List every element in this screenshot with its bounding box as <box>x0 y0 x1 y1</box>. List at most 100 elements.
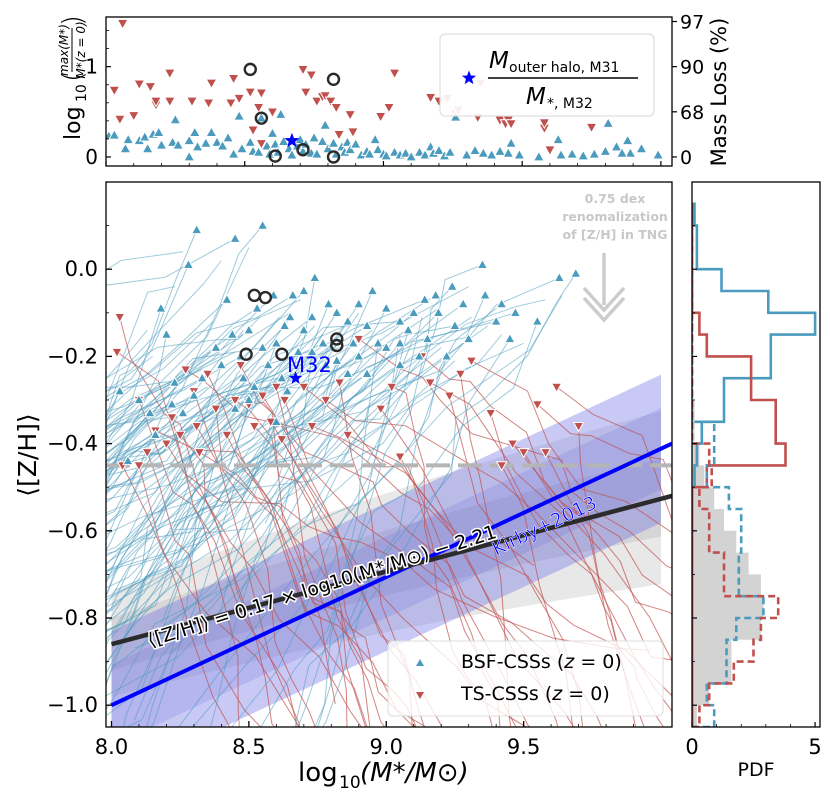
ts-top-point <box>299 87 312 99</box>
bsf-track <box>106 260 222 426</box>
bsf-top-point <box>266 126 279 138</box>
bsf-track <box>106 399 230 575</box>
bsf-endpoint <box>284 310 296 322</box>
bsf-top-point <box>216 139 229 151</box>
ts-top-point <box>266 107 279 119</box>
bsf-endpoint <box>270 337 283 348</box>
main-panel-frame <box>105 181 673 728</box>
ts-top-point <box>324 96 337 108</box>
ts-endpoint <box>276 435 288 446</box>
bsf-track <box>106 334 503 535</box>
bsf-top-point <box>505 136 518 148</box>
circled-highlight <box>330 332 344 346</box>
bsf-endpoint <box>509 306 522 317</box>
bsf-track <box>106 421 277 664</box>
bsf-endpoint <box>292 345 305 357</box>
ts-endpoint <box>278 395 291 407</box>
ts-track <box>578 426 637 727</box>
ts-endpoint <box>539 448 552 459</box>
ts-top-point <box>149 96 163 108</box>
bsf-top-point <box>199 136 212 148</box>
bsf-top-point <box>602 117 615 128</box>
bsf-top-point <box>502 146 515 158</box>
ts-endpoint <box>256 391 269 402</box>
bsf-top-point <box>371 143 384 155</box>
bsf-track <box>106 229 198 419</box>
ts-top-point <box>205 78 218 90</box>
bsf-track <box>106 316 472 643</box>
circled-highlight <box>275 347 289 361</box>
bsf-endpoint <box>394 358 406 370</box>
top-right-ytick-label: 90 <box>680 57 704 79</box>
ts-top-point <box>252 102 265 114</box>
bsf-endpoint <box>531 315 544 326</box>
bsf-top-point <box>191 140 204 152</box>
bsf-top-point <box>119 142 132 154</box>
bsf-top-point <box>363 147 376 159</box>
bsf-track <box>106 373 349 598</box>
bsf-track <box>106 325 346 490</box>
bsf-endpoint <box>490 315 502 326</box>
bsf-track <box>106 325 316 552</box>
bsf-top-point <box>624 146 637 158</box>
circled-highlight <box>330 338 344 353</box>
bsf-endpoint <box>504 332 516 344</box>
main-xtick-label: 9.5 <box>507 735 540 759</box>
ts-endpoint <box>465 356 478 367</box>
ts-track <box>523 452 672 662</box>
bsf-endpoint <box>243 324 255 335</box>
ts-top-point <box>224 98 237 110</box>
bsf-top-point <box>485 148 498 160</box>
bsf-top-point <box>405 150 418 162</box>
bsf-track <box>106 329 305 633</box>
bsf-track <box>106 299 546 500</box>
bsf-top-point <box>599 145 612 156</box>
right-xtick-label: 0 <box>685 735 698 759</box>
ts-track <box>165 443 651 651</box>
ts-top-point <box>255 139 268 150</box>
bsf-endpoint <box>251 302 263 313</box>
ts-endpoint <box>306 422 318 433</box>
bsf-top-point <box>222 131 235 143</box>
main-plot-area <box>106 219 672 727</box>
bsf-endpoint <box>133 393 145 405</box>
ts-endpoint <box>506 439 519 450</box>
legend-ts-label: TS-CSSs (z = 0) <box>460 683 610 705</box>
main-ytick-label: −0.2 <box>47 344 98 368</box>
ts-top-point <box>346 127 360 139</box>
legend-ts-main: TS-CSSs ( <box>460 683 552 705</box>
bsf-track <box>106 312 439 612</box>
bsf-track <box>106 295 563 697</box>
top-right-ylabel: Mass Loss (%) <box>707 18 731 167</box>
ts-endpoint <box>352 334 365 346</box>
top-right-ytick-label: 97 <box>680 12 704 34</box>
bsf-top-point <box>274 108 287 119</box>
bsf-top-point <box>169 113 182 125</box>
top-legend: M outer halo, M31 M *, M32 <box>439 33 655 117</box>
ts-top-point <box>116 18 129 30</box>
bsf-endpoint <box>418 293 431 304</box>
ts-endpoint <box>113 313 126 324</box>
bsf-top-point <box>319 118 332 130</box>
bsf-track <box>161 342 401 624</box>
kirby-fit-line <box>110 441 672 708</box>
main-ytick-label: −0.8 <box>47 606 98 630</box>
ts-top-point <box>227 74 240 85</box>
ts-top-point <box>244 87 257 99</box>
bsf-track <box>294 338 511 727</box>
bsf-endpoint <box>298 284 310 296</box>
bsf-endpoint <box>306 345 318 357</box>
ts-endpoint <box>133 461 145 472</box>
bsf-endpoint <box>352 297 365 309</box>
bsf-track <box>321 356 448 727</box>
main-ytick-label: −1.0 <box>47 693 98 717</box>
bsf-endpoint <box>341 315 354 326</box>
main-ytick-label: −0.6 <box>47 519 98 543</box>
double-chevron-down-icon <box>582 253 626 323</box>
ts-track <box>556 386 672 522</box>
bsf-endpoint <box>372 337 384 348</box>
bsf-endpoint <box>229 402 241 413</box>
ts-endpoint <box>298 382 310 394</box>
circled-highlight <box>254 111 269 125</box>
